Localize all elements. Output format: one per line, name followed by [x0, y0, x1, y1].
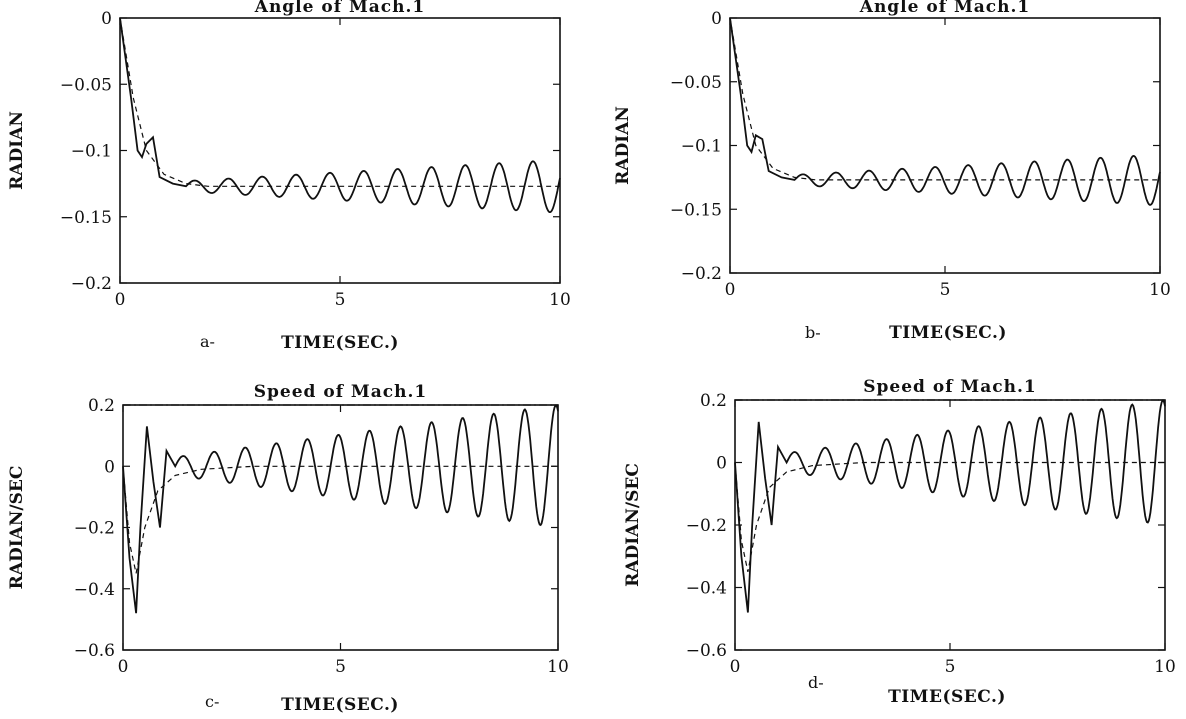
x-axis-label: TIME(SEC.)	[281, 333, 399, 353]
y-tick-label: −0.05	[60, 75, 112, 95]
panel-label: d-	[808, 673, 824, 692]
chart-angle-a: Angle of Mach.1 0 −0.05 −0.1 −0.15 −0.2 0 5 10 RA…	[0, 0, 590, 364]
series-line-dashed	[122, 465, 558, 574]
y-axis-label: RADIAN	[7, 111, 27, 190]
chart-speed-c: Speed of Mach.1 0.2 0 −0.2 −0.4 −0.6 0 5 10 RADIA…	[0, 370, 590, 719]
panel-label: a-	[200, 332, 215, 351]
x-tick-label: 0	[730, 657, 741, 677]
chart-svg: Angle of Mach.10−0.05−0.1−0.15−0.20 5 10RA…	[7, 0, 571, 353]
series-line-solid	[122, 404, 559, 614]
chart-speed-d: Speed of Mach.1 0.2 0 −0.2 −0.4 −0.6 0 5 10 RADIA…	[600, 370, 1186, 719]
y-tick-label: −0.2	[71, 274, 112, 294]
chart-title: Speed of Mach.1	[863, 377, 1036, 397]
plot-frame	[729, 17, 1161, 274]
y-axis-label: RADIAN/SEC	[7, 466, 27, 590]
x-tick-label: 5	[940, 280, 951, 300]
y-tick-label: −0.4	[686, 579, 727, 599]
panel-label: c-	[205, 692, 219, 711]
x-tick-label: 0	[118, 657, 129, 677]
y-tick-label: −0.15	[670, 200, 722, 220]
y-tick-label: −0.1	[71, 142, 112, 162]
panel-label: b-	[805, 323, 821, 342]
plot-frame	[122, 404, 559, 651]
plot-frame	[734, 399, 1166, 651]
chart-title: Angle of Mach.1	[254, 0, 426, 17]
y-tick-label: −0.1	[681, 137, 722, 157]
y-tick-label: −0.15	[60, 208, 112, 228]
y-tick-label: 0.2	[88, 396, 115, 416]
y-tick-label: −0.2	[681, 264, 722, 284]
y-tick-label: 0	[101, 9, 112, 29]
series-line-dashed	[734, 461, 1165, 573]
x-tick-label: 0	[725, 280, 736, 300]
series-line-solid	[734, 399, 1166, 613]
y-tick-label: 0	[104, 457, 115, 477]
y-tick-label: −0.2	[686, 516, 727, 536]
series-line-solid	[119, 17, 561, 213]
y-tick-label: −0.6	[686, 641, 727, 661]
series-line-dashed	[119, 17, 560, 187]
x-tick-label: 10	[549, 290, 571, 310]
y-tick-label: −0.2	[74, 519, 115, 539]
chart-title: Speed of Mach.1	[254, 382, 427, 402]
x-axis-label: TIME(SEC.)	[888, 687, 1006, 707]
x-tick-label: 0	[115, 290, 126, 310]
y-axis-label: RADIAN/SEC	[623, 463, 643, 587]
chart-svg: Speed of Mach.10.20−0.2−0.4−0.60 5 10RADIA…	[623, 377, 1176, 707]
x-tick-label: 10	[1149, 280, 1171, 300]
plot-frame	[119, 17, 561, 284]
series-line-solid	[729, 17, 1161, 206]
x-axis-label: TIME(SEC.)	[889, 323, 1007, 343]
y-axis-label: RADIAN	[613, 106, 633, 185]
x-tick-label: 10	[547, 657, 569, 677]
series-line-dashed	[729, 17, 1160, 181]
y-tick-label: 0	[716, 454, 727, 474]
y-tick-label: −0.4	[74, 580, 115, 600]
x-tick-label: 10	[1154, 657, 1176, 677]
y-tick-label: −0.6	[74, 641, 115, 661]
x-axis-label: TIME(SEC.)	[281, 695, 399, 715]
chart-svg: Angle of Mach.10−0.05−0.1−0.15−0.20 5 10RA…	[613, 0, 1171, 343]
chart-title: Angle of Mach.1	[859, 0, 1031, 17]
x-tick-label: 5	[945, 657, 956, 677]
x-tick-label: 5	[335, 290, 346, 310]
y-tick-label: 0.2	[700, 391, 727, 411]
x-tick-label: 5	[335, 657, 346, 677]
chart-svg: Speed of Mach.10.20−0.2−0.4−0.60 5 10RADIA…	[7, 382, 569, 715]
chart-angle-b: Angle of Mach.1 0 −0.05 −0.1 −0.15 −0.2 0 5 10 RA…	[600, 0, 1186, 364]
y-tick-label: −0.05	[670, 73, 722, 93]
y-tick-label: 0	[711, 9, 722, 29]
